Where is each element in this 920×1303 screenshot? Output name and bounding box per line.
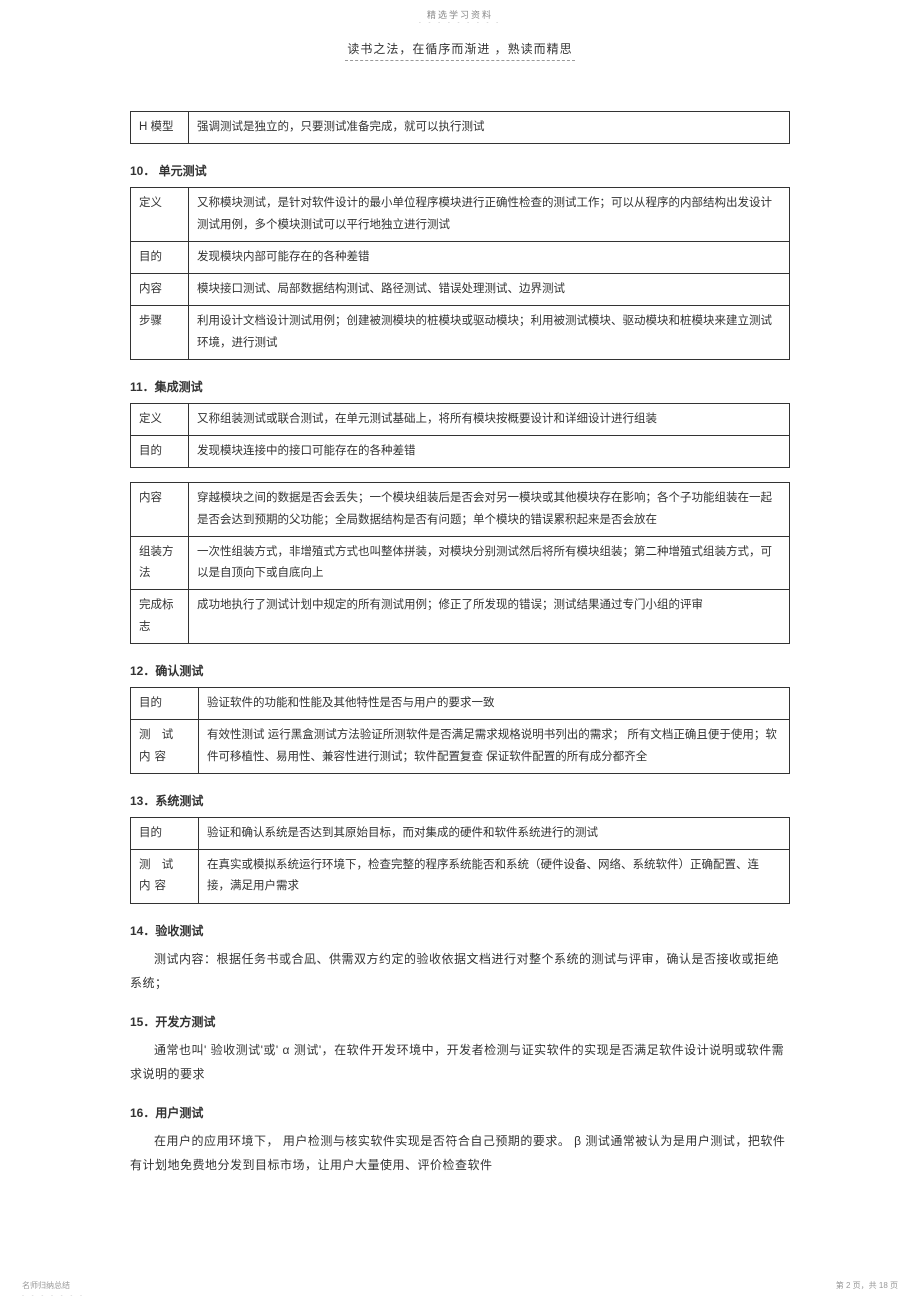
cell: 目的 (131, 817, 199, 849)
cell: 目的 (131, 241, 189, 273)
table-13: 目的验证和确认系统是否达到其原始目标，而对集成的硬件和软件系统进行的测试 测 试… (130, 817, 790, 904)
cell: 模块接口测试、局部数据结构测试、路径测试、错误处理测试、边界测试 (189, 274, 790, 306)
table-10: 定义又称模块测试，是针对软件设计的最小单位程序模块进行正确性检查的测试工作；可以… (130, 187, 790, 360)
footer-left: 名师归纳总结 (22, 1280, 70, 1291)
cell: 又称模块测试，是针对软件设计的最小单位程序模块进行正确性检查的测试工作；可以从程… (189, 188, 790, 242)
cell: 有效性测试 运行黑盒测试方法验证所测软件是否满足需求规格说明书列出的需求； 所有… (199, 720, 790, 774)
motto: 读书之法，在循序而渐进 ，熟读而精思 (345, 40, 575, 61)
cell: H 模型 (131, 112, 189, 144)
cell: 内容 (131, 274, 189, 306)
main-content: H 模型 强调测试是独立的，只要测试准备完成，就可以执行测试 10． 单元测试 … (130, 111, 790, 1177)
cell: 定义 (131, 403, 189, 435)
cell: 目的 (131, 687, 199, 719)
cell: 内容 (131, 483, 189, 537)
cell: 组装方法 (131, 536, 189, 590)
cell: 发现模块连接中的接口可能存在的各种差错 (189, 436, 790, 468)
top-label: 精选学习资料 (0, 0, 920, 21)
para-16: 在用户的应用环境下， 用户检测与核实软件实现是否符合自己预期的要求。 β 测试通… (130, 1129, 790, 1177)
para-15: 通常也叫' 验收测试'或' α 测试'，在软件开发环境中，开发者检测与证实软件的… (130, 1038, 790, 1086)
cell: 完成标志 (131, 590, 189, 644)
cell: 在真实或模拟系统运行环境下，检查完整的程序系统能否和系统（硬件设备、网络、系统软… (199, 850, 790, 904)
cell: 利用设计文档设计测试用例；创建被测模块的桩模块或驱动模块；利用被测试模块、驱动模… (189, 306, 790, 360)
cell: 验证软件的功能和性能及其他特性是否与用户的要求一致 (199, 687, 790, 719)
cell: 步骤 (131, 306, 189, 360)
cell: 穿越模块之间的数据是否会丢失；一个模块组装后是否会对另一模块或其他模块存在影响；… (189, 483, 790, 537)
heading-13: 13．系统测试 (130, 792, 790, 809)
heading-15: 15．开发方测试 (130, 1013, 790, 1030)
cell: 又称组装测试或联合测试，在单元测试基础上，将所有模块按概要设计和详细设计进行组装 (189, 403, 790, 435)
para-14: 测试内容：根据任务书或合凪、供需双方约定的验收依据文档进行对整个系统的测试与评审… (130, 947, 790, 995)
cell: 一次性组装方式，非增殖式方式也叫整体拼装，对模块分别测试然后将所有模块组装；第二… (189, 536, 790, 590)
cell: 成功地执行了测试计划中规定的所有测试用例；修正了所发现的错误；测试结果通过专门小… (189, 590, 790, 644)
cell: 验证和确认系统是否达到其原始目标，而对集成的硬件和软件系统进行的测试 (199, 817, 790, 849)
footer-right: 第 2 页，共 18 页 (836, 1280, 898, 1291)
cell: 测 试 内容 (131, 720, 199, 774)
cell: 目的 (131, 436, 189, 468)
cell: 强调测试是独立的，只要测试准备完成，就可以执行测试 (189, 112, 790, 144)
heading-11: 11．集成测试 (130, 378, 790, 395)
heading-16: 16．用户测试 (130, 1104, 790, 1121)
heading-12: 12．确认测试 (130, 662, 790, 679)
cell: 发现模块内部可能存在的各种差错 (189, 241, 790, 273)
footer-dots: - - - - - - - (22, 1293, 85, 1299)
cell: 定义 (131, 188, 189, 242)
table-h-model: H 模型 强调测试是独立的，只要测试准备完成，就可以执行测试 (130, 111, 790, 144)
table-11a: 定义又称组装测试或联合测试，在单元测试基础上，将所有模块按概要设计和详细设计进行… (130, 403, 790, 469)
heading-14: 14．验收测试 (130, 922, 790, 939)
table-11b: 内容穿越模块之间的数据是否会丢失；一个模块组装后是否会对另一模块或其他模块存在影… (130, 482, 790, 644)
top-dots: - - - - - - - - - (0, 20, 920, 26)
heading-10: 10． 单元测试 (130, 162, 790, 179)
cell: 测 试 内容 (131, 850, 199, 904)
table-12: 目的验证软件的功能和性能及其他特性是否与用户的要求一致 测 试 内容有效性测试 … (130, 687, 790, 774)
